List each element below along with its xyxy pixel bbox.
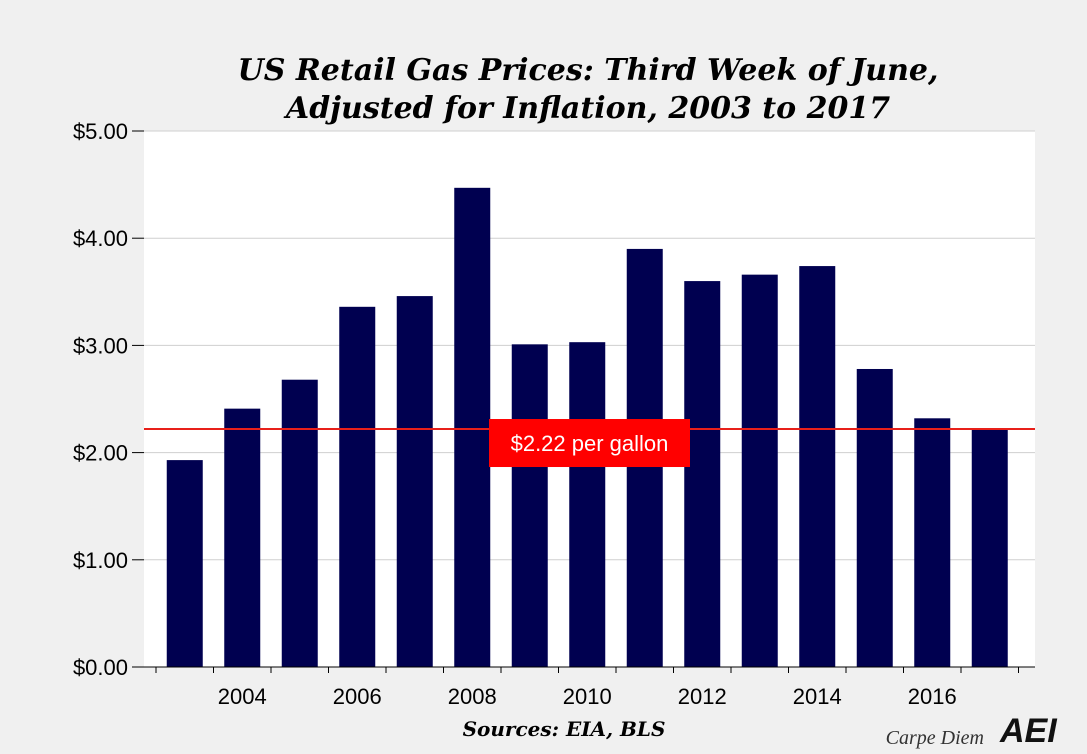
bar-2004 bbox=[224, 408, 261, 667]
x-tick-label: 2008 bbox=[448, 684, 497, 709]
bar-2014 bbox=[799, 266, 836, 667]
bar-2010 bbox=[569, 342, 606, 667]
bar-2008 bbox=[454, 187, 491, 668]
y-tick-label: $5.00 bbox=[73, 119, 128, 144]
y-tick-label: $0.00 bbox=[73, 655, 128, 680]
bar-2015 bbox=[856, 368, 893, 667]
reference-line-group: $2.22 per gallon bbox=[144, 419, 1035, 468]
bar-2016 bbox=[914, 418, 951, 667]
reference-label: $2.22 per gallon bbox=[511, 431, 669, 456]
reference-label-box bbox=[489, 419, 690, 468]
chart-title-line-2: Adjusted for Inflation, 2003 to 2017 bbox=[283, 91, 890, 126]
bar-2012 bbox=[684, 281, 721, 667]
y-tick-label: $3.00 bbox=[73, 333, 128, 358]
bars bbox=[166, 187, 1008, 668]
x-tick-label: 2014 bbox=[793, 684, 842, 709]
chart-title-line-1: US Retail Gas Prices: Third Week of June… bbox=[238, 53, 939, 88]
y-tick-label: $2.00 bbox=[73, 441, 128, 466]
x-tick-label: 2012 bbox=[678, 684, 727, 709]
y-tick-label: $4.00 bbox=[73, 226, 128, 251]
axes: $0.00 $1.00 $2.00 $3.00 $4.00 $5.00 2004 2006 20… bbox=[73, 119, 1035, 709]
bar-2006 bbox=[339, 306, 376, 667]
bar-2005 bbox=[281, 379, 318, 667]
bar-2003 bbox=[166, 460, 203, 667]
x-tick-label: 2010 bbox=[563, 684, 612, 709]
bar-2007 bbox=[396, 296, 433, 667]
bar-2017 bbox=[971, 429, 1008, 667]
blog-name: Carpe Diem bbox=[886, 727, 984, 749]
x-tick-label: 2016 bbox=[908, 684, 957, 709]
x-tick-label: 2004 bbox=[218, 684, 267, 709]
bar-2013 bbox=[741, 274, 778, 667]
bar-2009 bbox=[511, 344, 548, 667]
aei-logo: AEI bbox=[999, 712, 1058, 750]
x-tick-label: 2006 bbox=[333, 684, 382, 709]
y-tick-label: $1.00 bbox=[73, 548, 128, 573]
source-note: Sources: EIA, BLS bbox=[463, 717, 666, 741]
